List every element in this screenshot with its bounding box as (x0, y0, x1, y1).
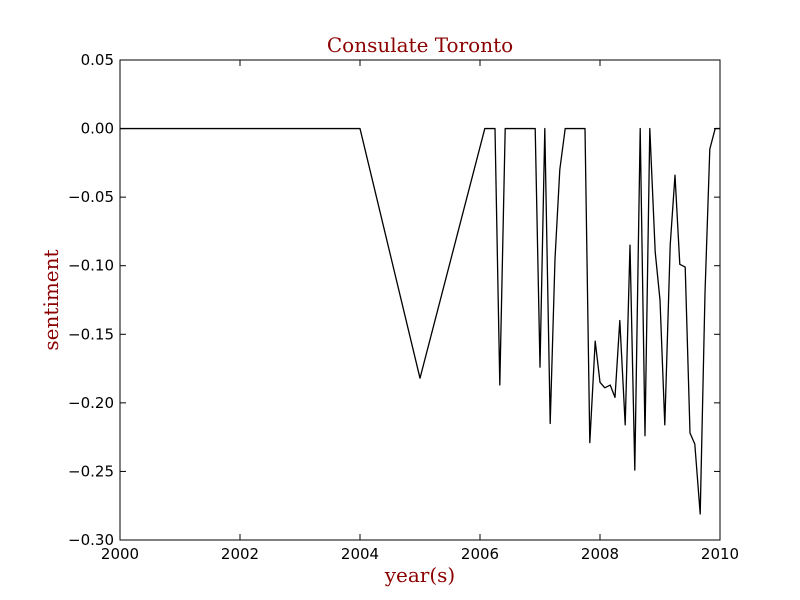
y-axis-label: sentiment (39, 249, 63, 350)
chart-title: Consulate Toronto (327, 33, 513, 57)
x-tick-label: 2008 (581, 545, 619, 563)
plot-area (120, 127, 720, 515)
sentiment-series-line (120, 127, 720, 515)
axes-frame (119, 59, 721, 541)
x-tick-label: 2004 (341, 545, 379, 563)
y-tick-label: 0.00 (81, 120, 114, 138)
y-tick-label: −0.25 (68, 462, 114, 480)
y-tick-label: 0.05 (81, 51, 114, 69)
axis-ticks: 2000 2002 2004 2006 2008 2010 0.05 0.00 −0.05 −0.… (68, 51, 739, 563)
x-tick-label: 2010 (701, 545, 739, 563)
y-tick-label: −0.30 (68, 531, 114, 549)
y-tick-label: −0.10 (68, 257, 114, 275)
x-tick-label: 2000 (101, 545, 139, 563)
x-tick-label: 2006 (461, 545, 499, 563)
y-tick-label: −0.15 (68, 325, 114, 343)
x-axis-label: year(s) (384, 563, 456, 587)
x-tick-label: 2002 (221, 545, 259, 563)
y-tick-label: −0.05 (68, 188, 114, 206)
y-tick-label: −0.20 (68, 394, 114, 412)
